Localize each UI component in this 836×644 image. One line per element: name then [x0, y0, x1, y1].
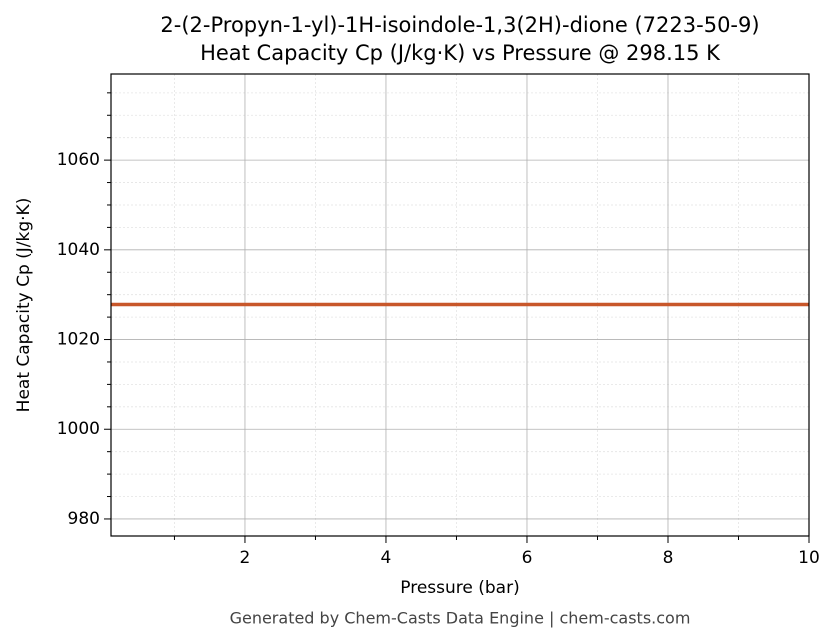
- x-tick-label: 8: [663, 548, 674, 568]
- y-tick-label: 1020: [57, 330, 100, 350]
- y-tick-label: 1000: [57, 419, 100, 439]
- caption: Generated by Chem-Casts Data Engine | ch…: [230, 609, 691, 628]
- chart-title: 2-(2-Propyn-1-yl)-1H-isoindole-1,3(2H)-d…: [160, 13, 759, 37]
- x-tick-label: 2: [240, 548, 251, 568]
- x-axis-label: Pressure (bar): [400, 578, 519, 598]
- x-tick-label: 6: [522, 548, 533, 568]
- y-tick-label: 980: [68, 509, 100, 529]
- y-axis-label: Heat Capacity Cp (J/kg·K): [14, 198, 34, 413]
- x-tick-label: 4: [381, 548, 392, 568]
- x-tick-label: 10: [798, 548, 820, 568]
- plot-frame: [110, 73, 810, 537]
- chart-subtitle: Heat Capacity Cp (J/kg·K) vs Pressure @ …: [200, 41, 721, 65]
- y-tick-label: 1040: [57, 240, 100, 260]
- y-tick-label: 1060: [57, 150, 100, 170]
